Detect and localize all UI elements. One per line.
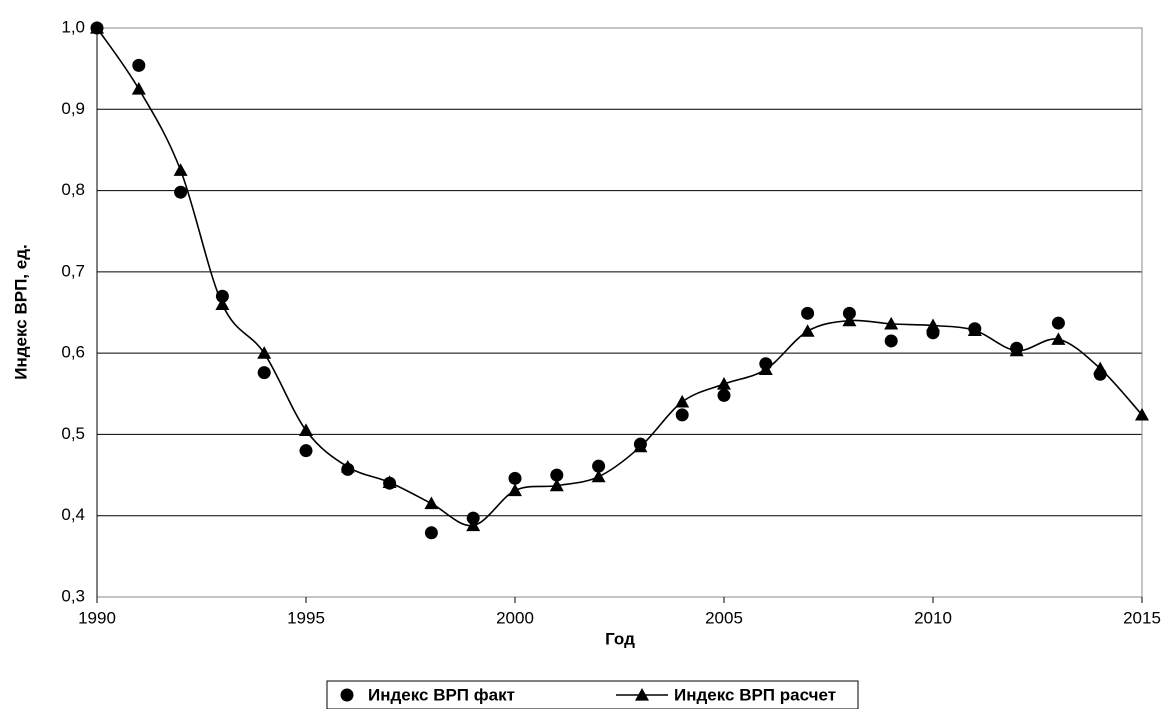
data-point bbox=[299, 423, 313, 436]
data-point bbox=[382, 475, 397, 488]
x-tick-label: 2005 bbox=[705, 608, 743, 627]
data-point bbox=[967, 323, 982, 336]
data-point bbox=[1009, 343, 1024, 357]
data-point bbox=[550, 468, 564, 482]
data-point bbox=[466, 511, 480, 525]
data-point bbox=[340, 459, 355, 473]
data-point bbox=[842, 313, 857, 327]
legend-marker bbox=[340, 688, 354, 702]
data-point bbox=[884, 334, 898, 348]
x-axis-title: Год bbox=[605, 629, 635, 648]
y-tick-label: 0,8 bbox=[61, 180, 85, 199]
x-tick-label: 1990 bbox=[78, 608, 116, 627]
y-tick-label: 0,6 bbox=[61, 343, 85, 362]
data-point bbox=[884, 316, 899, 330]
data-point bbox=[424, 496, 439, 510]
data-point bbox=[591, 469, 606, 483]
legend-label: Индекс ВРП расчет bbox=[674, 685, 836, 704]
series-line bbox=[96, 27, 1143, 527]
data-point bbox=[257, 346, 272, 359]
data-point bbox=[215, 297, 230, 310]
x-tick-label: 2000 bbox=[496, 608, 534, 627]
data-point bbox=[424, 526, 438, 540]
data-point bbox=[174, 185, 188, 199]
data-point bbox=[633, 439, 648, 453]
data-point bbox=[717, 377, 731, 390]
data-point bbox=[215, 289, 229, 303]
x-tick-label: 1995 bbox=[287, 608, 325, 627]
x-tick-label: 2010 bbox=[914, 608, 952, 627]
legend-label: Индекс ВРП факт bbox=[368, 685, 515, 704]
data-point bbox=[508, 471, 522, 485]
data-point bbox=[299, 444, 313, 458]
data-point bbox=[131, 81, 146, 95]
y-tick-label: 0,5 bbox=[61, 424, 85, 443]
data-point bbox=[132, 58, 146, 72]
data-point bbox=[675, 408, 689, 422]
data-point bbox=[800, 324, 815, 337]
data-point bbox=[1051, 332, 1066, 345]
y-axis-title: Индекс ВРП, ед. bbox=[11, 244, 30, 379]
data-point bbox=[675, 394, 690, 408]
data-point bbox=[549, 478, 564, 492]
data-point bbox=[466, 518, 481, 532]
data-point bbox=[801, 306, 815, 320]
data-point bbox=[1135, 407, 1149, 421]
data-point bbox=[1093, 361, 1108, 375]
x-tick-label: 2015 bbox=[1123, 608, 1161, 627]
y-tick-label: 0,3 bbox=[61, 586, 85, 605]
y-tick-label: 0,9 bbox=[61, 99, 85, 118]
legend-box bbox=[326, 680, 859, 710]
data-point bbox=[592, 459, 606, 473]
y-tick-label: 0,4 bbox=[61, 505, 85, 524]
y-tick-label: 0,7 bbox=[61, 261, 85, 280]
data-point bbox=[758, 362, 773, 375]
legend-marker bbox=[635, 688, 649, 701]
data-point bbox=[90, 21, 104, 34]
data-point bbox=[926, 318, 940, 332]
data-point bbox=[842, 306, 856, 320]
data-point bbox=[257, 366, 271, 380]
data-point bbox=[717, 388, 731, 402]
data-point bbox=[173, 163, 188, 176]
y-tick-label: 1,0 bbox=[61, 17, 85, 36]
data-point bbox=[508, 483, 522, 497]
plot-border bbox=[96, 27, 1143, 598]
data-point bbox=[1051, 316, 1065, 330]
